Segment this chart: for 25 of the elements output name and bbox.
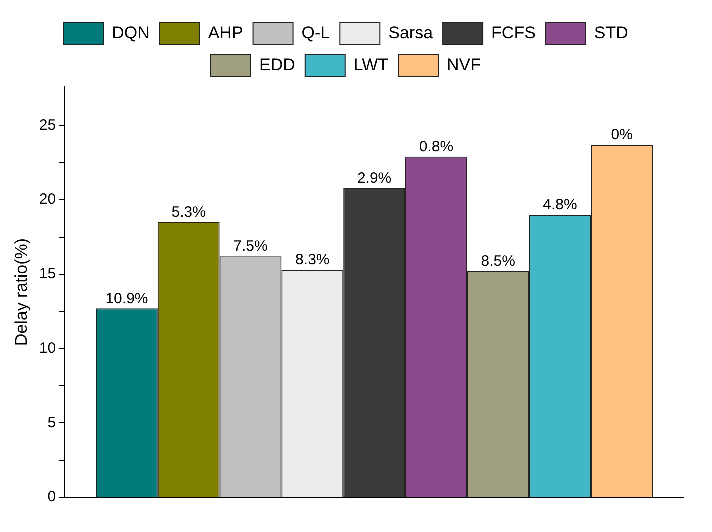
legend-label: STD <box>594 24 628 43</box>
legend-label: NVF <box>447 56 482 75</box>
annotation: 5.3% <box>172 204 206 222</box>
y-tick-label: 25 <box>39 116 56 134</box>
legend-label: EDD <box>259 56 296 75</box>
annotation: 2.9% <box>357 170 392 187</box>
annotation: 8.5% <box>481 253 516 270</box>
y-axis-title: Delay ratio(%) <box>12 238 31 346</box>
y-tick-label: 5 <box>48 414 56 432</box>
annotation: 0% <box>611 126 633 144</box>
annotation: 4.8% <box>543 196 578 214</box>
y-tick-label: 20 <box>39 191 56 208</box>
y-tick-label: 10 <box>39 340 56 357</box>
legend-label: Q-L <box>302 24 330 43</box>
annotation: 8.3% <box>296 252 330 269</box>
annotation: 7.5% <box>234 238 268 256</box>
legend-label: AHP <box>208 24 244 43</box>
legend-label: DQN <box>112 24 150 43</box>
legend-label: FCFS <box>492 24 536 43</box>
y-tick-label: 15 <box>39 266 56 283</box>
annotation: 10.9% <box>106 290 148 308</box>
y-tick-label: 0 <box>48 488 56 506</box>
legend-label: Sarsa <box>388 24 434 43</box>
legend-label: LWT <box>354 56 389 75</box>
annotation: 0.8% <box>419 138 454 156</box>
